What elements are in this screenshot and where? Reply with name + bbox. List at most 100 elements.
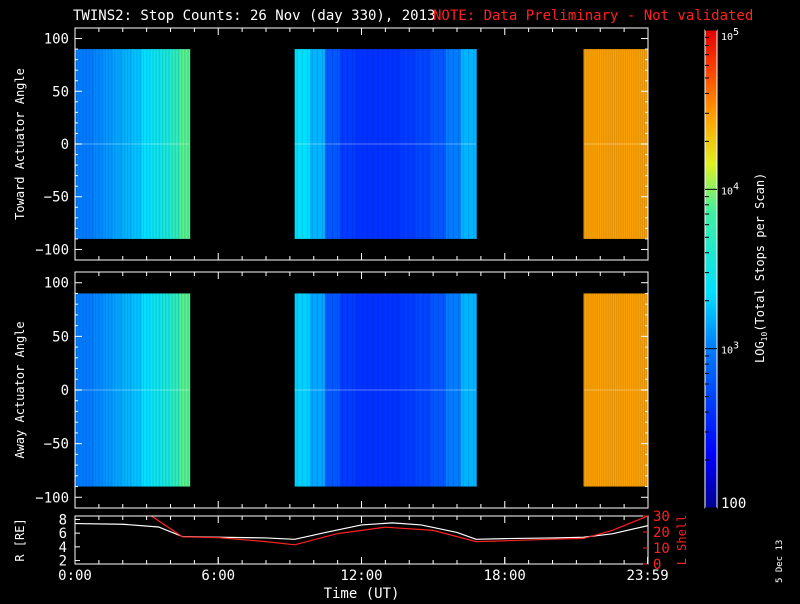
- colorbar-tick-label: 100: [721, 496, 746, 512]
- heat-cell: [460, 49, 477, 239]
- y-tick-label: 6: [59, 526, 67, 542]
- heat-cell: [355, 49, 371, 239]
- heat-cell: [141, 49, 152, 239]
- heat-cell: [324, 293, 341, 487]
- y-tick-label: 50: [52, 329, 69, 345]
- y-tick-label: 4: [59, 540, 67, 556]
- heat-cell: [615, 49, 623, 239]
- y2-tick-label: 30: [653, 509, 670, 525]
- heat-cell: [634, 49, 642, 239]
- y2-tick-label: 20: [653, 525, 670, 541]
- date-stamp: 5 Dec 13: [775, 540, 785, 583]
- y2-tick-label: 10: [653, 541, 670, 557]
- heat-cell: [628, 49, 636, 239]
- colorbar: [704, 29, 718, 509]
- l-shell-line: [151, 516, 648, 546]
- heat-cell: [122, 49, 133, 239]
- heat-cell: [415, 293, 432, 487]
- x-tick-label: 0:00: [58, 568, 92, 584]
- y-tick-label: 50: [52, 84, 69, 100]
- heat-cell: [415, 49, 432, 239]
- heat-cell: [122, 293, 133, 487]
- x-tick-label: 23:59: [627, 568, 669, 584]
- heat-cell: [589, 293, 597, 487]
- heat-cell: [445, 49, 462, 239]
- heat-cell: [430, 49, 447, 239]
- heat-cell: [132, 293, 143, 487]
- heat-cell: [622, 293, 630, 487]
- heat-cell: [309, 293, 326, 487]
- heat-cell: [583, 49, 591, 239]
- y-tick-label: −50: [44, 190, 69, 206]
- y-axis-label: R [RE]: [13, 518, 27, 561]
- heat-cell: [400, 293, 417, 487]
- heat-cell: [103, 49, 114, 239]
- heat-cell: [294, 293, 311, 487]
- x-tick-label: 6:00: [201, 568, 235, 584]
- y-tick-label: 100: [44, 32, 69, 48]
- colorbar-tick-label: 104: [721, 181, 739, 197]
- y-tick-label: −100: [35, 490, 69, 506]
- heat-cell: [94, 49, 105, 239]
- heat-cell: [385, 293, 402, 487]
- heat-cell: [445, 293, 462, 487]
- heat-cell: [309, 49, 326, 239]
- heat-cell: [180, 49, 191, 239]
- heat-cell: [370, 49, 386, 239]
- colorbar-label: LOG10(Total Stops per Scan): [753, 173, 769, 363]
- heat-cell: [180, 293, 191, 487]
- heat-cell: [602, 293, 610, 487]
- heat-cell: [460, 293, 477, 487]
- heat-cell: [84, 49, 95, 239]
- heat-cell: [170, 49, 181, 239]
- y2-tick-label: 0: [653, 557, 661, 573]
- heat-cell: [596, 293, 604, 487]
- heat-cell: [151, 293, 162, 487]
- y-tick-label: 0: [61, 383, 69, 399]
- heat-cell: [430, 293, 447, 487]
- heat-cell: [340, 293, 356, 487]
- heat-cell: [609, 49, 617, 239]
- colorbar-tick-label: 105: [721, 27, 739, 43]
- x-tick-label: 18:00: [484, 568, 526, 584]
- r-earth-line: [75, 522, 648, 540]
- heat-cell: [355, 293, 371, 487]
- heat-cell: [602, 49, 610, 239]
- y-tick-label: 100: [44, 276, 69, 292]
- heat-cell: [132, 49, 143, 239]
- heat-cell: [609, 293, 617, 487]
- heat-cell: [113, 293, 124, 487]
- y2-axis-label: L Shell: [675, 515, 689, 566]
- panel-away-heatmap: −100 −50 0 50 100 Away Actuator Angle: [13, 271, 649, 509]
- heat-cell: [84, 293, 95, 487]
- plot-title: TWINS2: Stop Counts: 26 Nov (day 330), 2…: [73, 8, 435, 24]
- y-axis-label: Away Actuator Angle: [13, 321, 27, 458]
- heat-cell: [634, 293, 642, 487]
- heat-cell: [370, 293, 386, 487]
- colorbar-ticks: 105 104 103 100: [705, 27, 746, 512]
- y-tick-label: 2: [59, 554, 67, 570]
- heat-cell: [400, 49, 417, 239]
- heat-cell: [103, 293, 114, 487]
- colorbar-tick-label: 103: [721, 341, 739, 357]
- heat-cell: [596, 49, 604, 239]
- y-axis-label: Toward Actuator Angle: [13, 68, 27, 220]
- plot-area: [75, 516, 648, 564]
- heat-cell: [589, 49, 597, 239]
- heat-cell: [628, 293, 636, 487]
- preliminary-note: NOTE: Data Preliminary - Not validated: [433, 8, 753, 24]
- y-tick-label: 8: [59, 512, 67, 528]
- heat-cell: [294, 49, 311, 239]
- heat-cell: [340, 49, 356, 239]
- heat-cell: [160, 49, 172, 239]
- x-axis-label: Time (UT): [324, 586, 400, 600]
- heat-cell: [622, 49, 630, 239]
- y-tick-label: −100: [35, 242, 69, 258]
- heat-cell: [615, 293, 623, 487]
- heat-cell: [385, 49, 402, 239]
- heat-cell: [324, 49, 341, 239]
- heat-cell: [94, 293, 105, 487]
